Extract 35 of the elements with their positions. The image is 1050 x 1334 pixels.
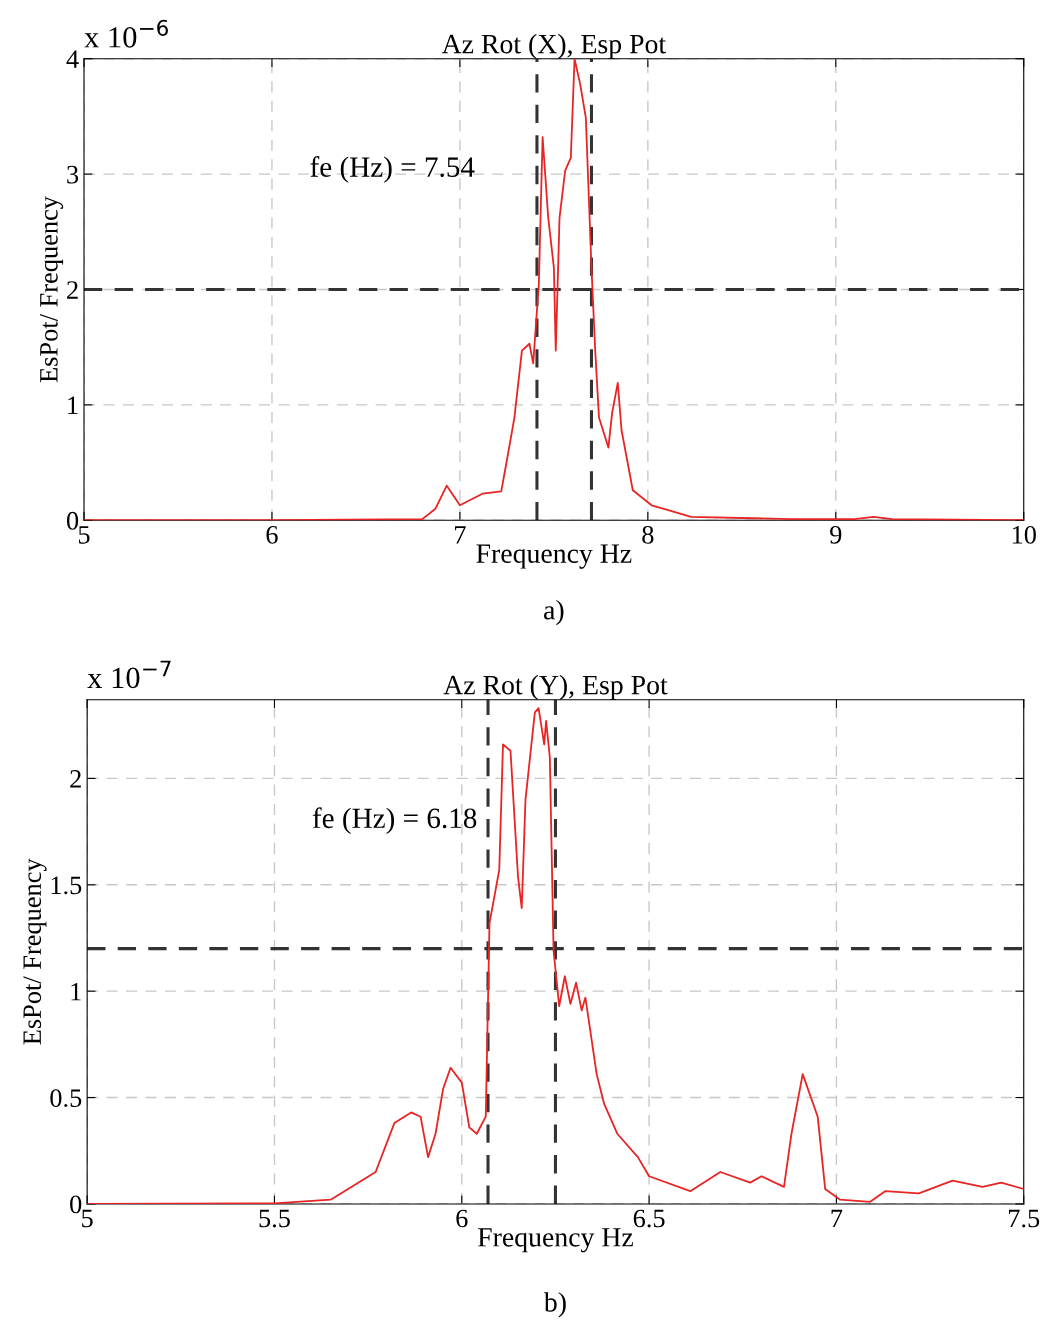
x-axis-title: Frequency Hz (477, 1228, 633, 1253)
y-tick-label: 1 (71, 982, 81, 1001)
annotation: fe (Hz) = 7.54 (310, 156, 475, 183)
y-tick-label: 2 (67, 281, 78, 299)
x-tick-label: 7.5 (1009, 1209, 1040, 1228)
x-tick-label: 8 (642, 525, 654, 544)
chart-title: Az Rot (X), Esp Pot (441, 33, 666, 60)
y-axis-title: EsPot/ Frequency (23, 858, 47, 1045)
line-series (84, 58, 1024, 521)
chart-title: Az Rot (Y), Esp Pot (443, 674, 668, 701)
x-tick-label: 5 (78, 526, 90, 544)
text: x 10$^{−7}$ (87, 660, 171, 689)
x-tick-label: 7 (455, 526, 466, 544)
x-tick-label: 10 (1012, 525, 1036, 544)
x-tick-label: 5 (82, 1209, 93, 1228)
y-tick-label: 1 (68, 396, 78, 415)
x-tick-label: 9 (830, 525, 842, 544)
y-tick-label: 0 (70, 1195, 82, 1214)
x-tick-label: 7 (831, 1209, 843, 1228)
y-tick-label: 0.5 (50, 1089, 82, 1108)
text: b) (543, 1292, 566, 1318)
text: a) (544, 599, 564, 626)
x-tick-label: 6 (266, 525, 278, 544)
y-tick-label: 4 (66, 50, 79, 68)
y-tick-label: 1.5 (51, 876, 82, 895)
x-tick-label: 6.5 (633, 1209, 665, 1228)
x-tick-label: 6 (456, 1209, 468, 1228)
annotation: fe (Hz) = 6.18 (312, 807, 477, 835)
y-tick-label: 0 (66, 511, 79, 530)
y-tick-label: 3 (67, 165, 79, 184)
y-axis-title: EsPot/ Frequency (40, 196, 64, 383)
text: x 10$^{−6}$ (84, 19, 168, 48)
y-tick-label: 2 (70, 770, 81, 788)
x-axis-title: Frequency Hz (476, 544, 632, 569)
x-tick-label: 5.5 (259, 1209, 290, 1228)
